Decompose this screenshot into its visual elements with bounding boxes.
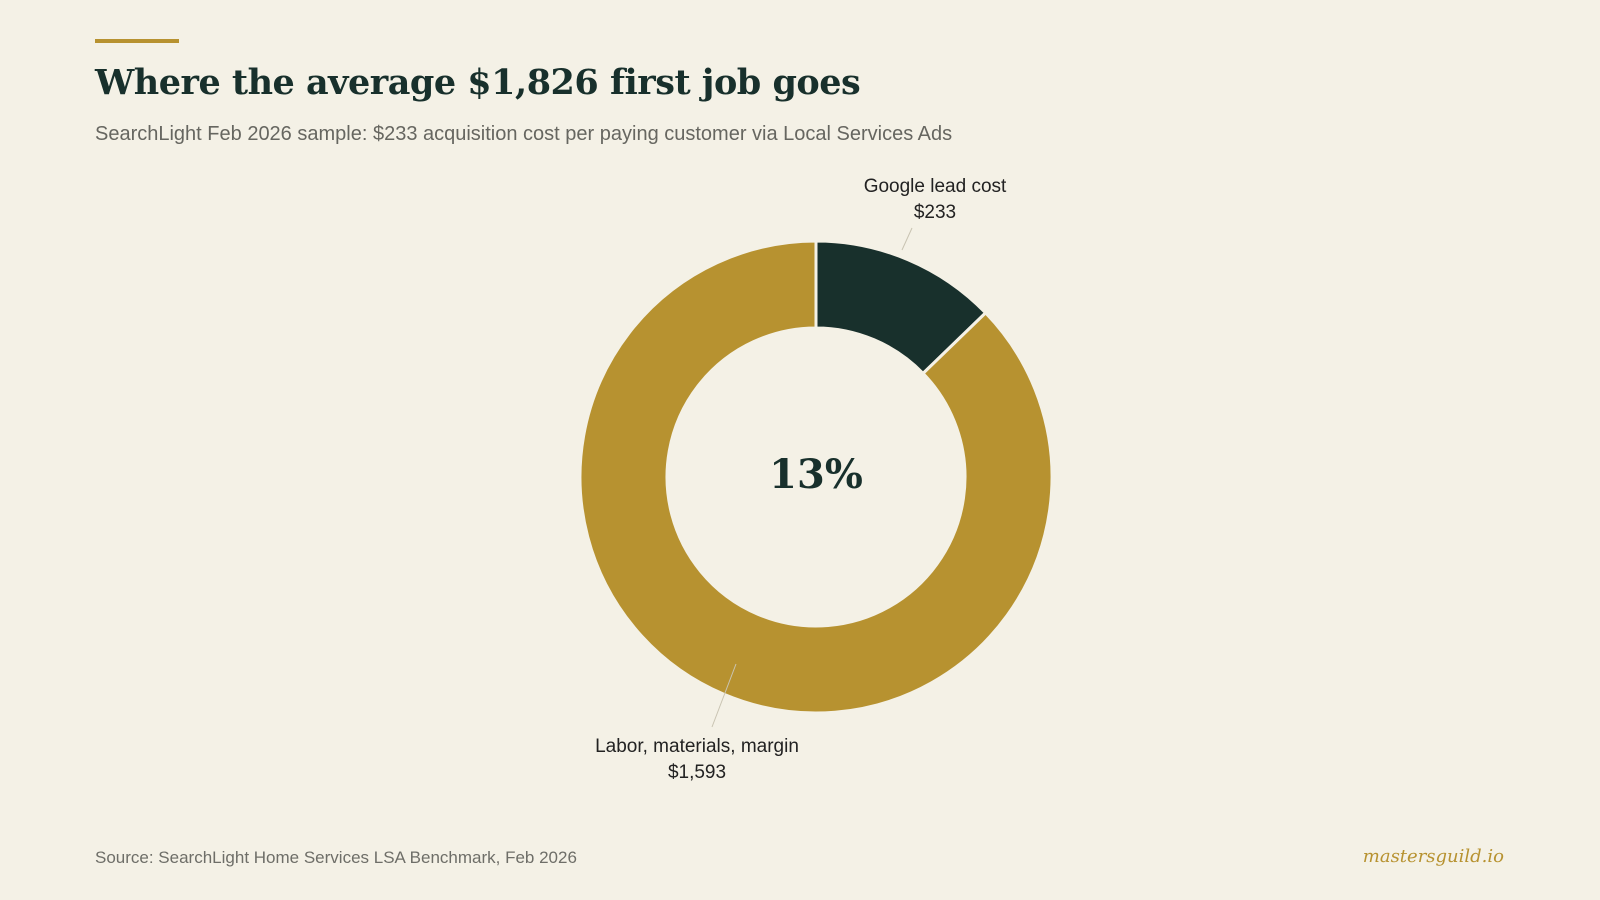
center-percentage: 13% bbox=[769, 451, 863, 498]
source-note: Source: SearchLight Home Services LSA Be… bbox=[95, 848, 577, 867]
slice-labor-materials-margin bbox=[578, 239, 1054, 715]
slice-label-value: $1,593 bbox=[668, 762, 726, 783]
brand-wordmark: mastersguild.io bbox=[1362, 846, 1504, 867]
slice-label-value: $233 bbox=[914, 202, 956, 223]
chart-title: Where the average $1,826 first job goes bbox=[95, 62, 861, 103]
leader-line bbox=[711, 663, 737, 728]
accent-rule bbox=[95, 39, 179, 43]
slice-label-name: Google lead cost bbox=[864, 176, 1007, 197]
donut-slices bbox=[578, 239, 1054, 715]
slice-labels: Google lead cost $233 Labor, materials, ma… bbox=[595, 176, 1007, 783]
leader-lines bbox=[711, 227, 913, 728]
chart-subtitle: SearchLight Feb 2026 sample: $233 acquis… bbox=[95, 123, 953, 145]
leader-line bbox=[901, 227, 913, 251]
slice-label-name: Labor, materials, margin bbox=[595, 736, 799, 757]
